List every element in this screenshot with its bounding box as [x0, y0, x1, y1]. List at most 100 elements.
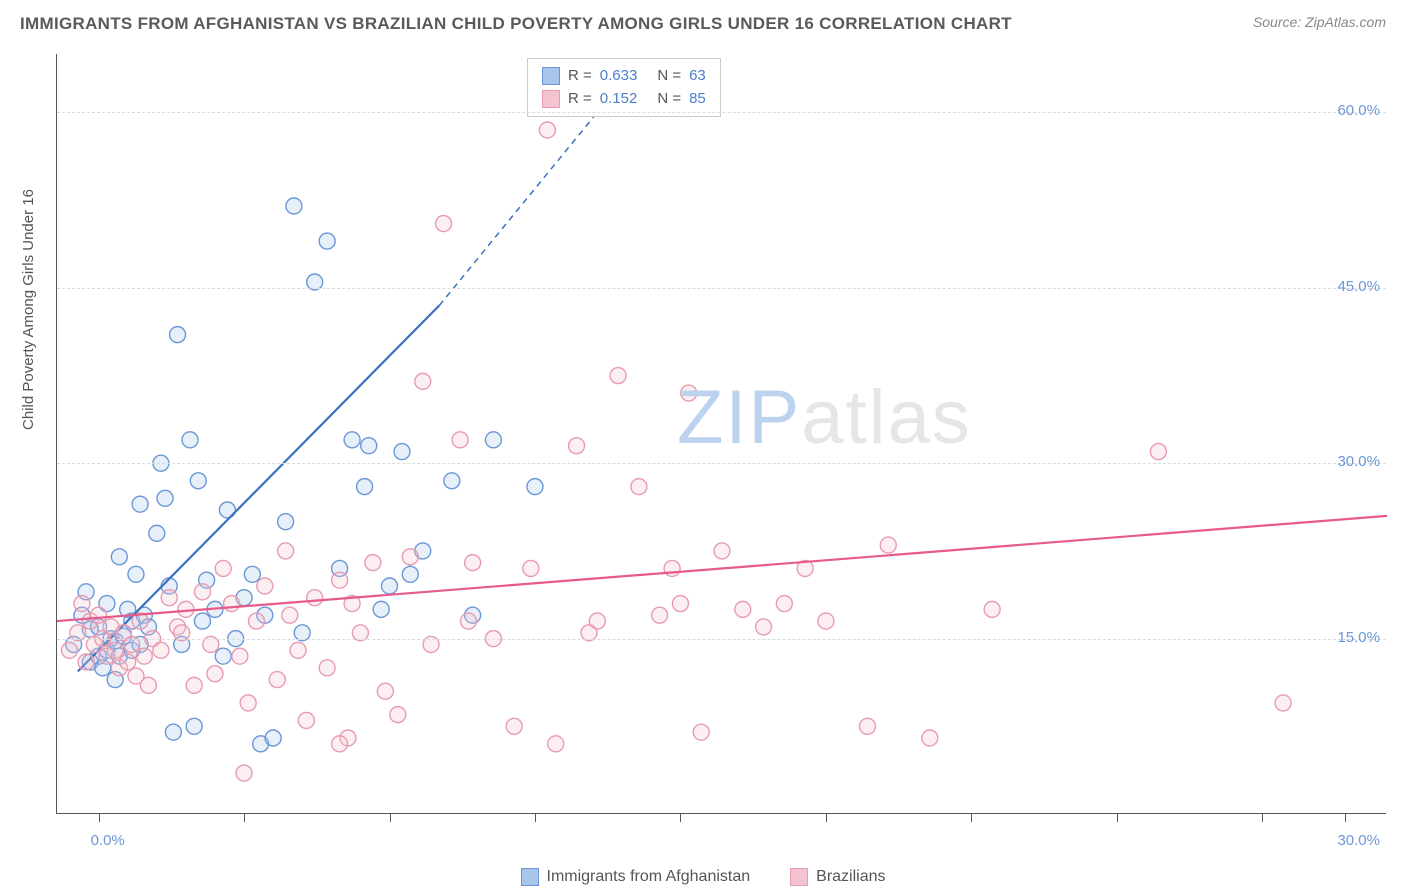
data-point: [394, 444, 410, 460]
gridline: [57, 463, 1386, 464]
data-point: [880, 537, 896, 553]
x-tick-mark: [826, 814, 827, 822]
data-point: [332, 572, 348, 588]
gridline: [57, 112, 1386, 113]
swatch-brazil: [542, 90, 560, 108]
data-point: [672, 596, 688, 612]
data-point: [186, 718, 202, 734]
data-point: [465, 555, 481, 571]
data-point: [240, 695, 256, 711]
data-point: [523, 560, 539, 576]
x-tick-mark: [1345, 814, 1346, 822]
data-point: [269, 672, 285, 688]
data-point: [161, 590, 177, 606]
data-point: [278, 514, 294, 530]
data-point: [128, 566, 144, 582]
data-point: [377, 683, 393, 699]
data-point: [664, 560, 680, 576]
data-point: [120, 654, 136, 670]
r-label-1: R =: [568, 65, 592, 88]
plot-area: ZIPatlas R = 0.633 N = 63 R = 0.152 N = …: [56, 54, 1386, 814]
data-point: [452, 432, 468, 448]
data-point: [61, 642, 77, 658]
data-point: [548, 736, 564, 752]
trend-line-extrapolated: [439, 112, 597, 305]
data-point: [215, 560, 231, 576]
x-tick-mark: [680, 814, 681, 822]
data-point: [236, 765, 252, 781]
data-point: [149, 525, 165, 541]
legend-label-brazil: Brazilians: [816, 868, 885, 886]
data-point: [319, 660, 335, 676]
y-axis-label: Child Poverty Among Girls Under 16: [20, 189, 37, 430]
data-point: [506, 718, 522, 734]
data-point: [390, 707, 406, 723]
x-tick-mark: [390, 814, 391, 822]
data-point: [365, 555, 381, 571]
swatch-afghan: [542, 67, 560, 85]
data-point: [527, 479, 543, 495]
data-point: [190, 473, 206, 489]
data-point: [714, 543, 730, 559]
data-point: [194, 613, 210, 629]
data-point: [282, 607, 298, 623]
bottom-legend: Immigrants from Afghanistan Brazilians: [0, 868, 1406, 886]
data-point: [444, 473, 460, 489]
x-tick-mark: [1117, 814, 1118, 822]
swatch-afghan-bottom: [521, 868, 539, 886]
y-tick-label: 45.0%: [1337, 278, 1380, 295]
data-point: [78, 654, 94, 670]
data-point: [569, 438, 585, 454]
data-point: [922, 730, 938, 746]
x-tick-mark: [244, 814, 245, 822]
data-point: [610, 368, 626, 384]
data-point: [136, 648, 152, 664]
y-tick-label: 30.0%: [1337, 453, 1380, 470]
data-point: [132, 496, 148, 512]
legend-label-afghan: Immigrants from Afghanistan: [547, 868, 751, 886]
data-point: [681, 385, 697, 401]
data-point: [170, 327, 186, 343]
source-prefix: Source:: [1253, 14, 1305, 30]
data-point: [257, 578, 273, 594]
chart-container: ZIPatlas R = 0.633 N = 63 R = 0.152 N = …: [56, 54, 1386, 814]
header: IMMIGRANTS FROM AFGHANISTAN VS BRAZILIAN…: [0, 0, 1406, 44]
data-point: [307, 590, 323, 606]
data-point: [373, 601, 389, 617]
legend-row-brazil: R = 0.152 N = 85: [542, 88, 706, 111]
data-point: [818, 613, 834, 629]
data-point: [735, 601, 751, 617]
swatch-brazil-bottom: [790, 868, 808, 886]
data-point: [224, 596, 240, 612]
data-point: [756, 619, 772, 635]
data-point: [290, 642, 306, 658]
data-point: [984, 601, 1000, 617]
correlation-legend: R = 0.633 N = 63 R = 0.152 N = 85: [527, 58, 721, 117]
x-tick-label: 0.0%: [91, 832, 125, 849]
data-point: [140, 677, 156, 693]
data-point: [693, 724, 709, 740]
data-point: [249, 613, 265, 629]
data-point: [265, 730, 281, 746]
gridline: [57, 288, 1386, 289]
n-value-1: 63: [689, 65, 706, 88]
data-point: [207, 666, 223, 682]
n-value-2: 85: [689, 88, 706, 111]
n-label-1: N =: [657, 65, 681, 88]
data-point: [232, 648, 248, 664]
legend-item-afghan: Immigrants from Afghanistan: [521, 868, 751, 886]
x-tick-mark: [1262, 814, 1263, 822]
data-point: [182, 432, 198, 448]
data-point: [186, 677, 202, 693]
source-attribution: Source: ZipAtlas.com: [1253, 14, 1386, 30]
data-point: [631, 479, 647, 495]
y-tick-label: 15.0%: [1337, 629, 1380, 646]
chart-title: IMMIGRANTS FROM AFGHANISTAN VS BRAZILIAN…: [20, 14, 1012, 34]
x-tick-mark: [535, 814, 536, 822]
gridline: [57, 639, 1386, 640]
data-point: [1275, 695, 1291, 711]
data-point: [244, 566, 260, 582]
data-point: [332, 736, 348, 752]
data-point: [652, 607, 668, 623]
data-point: [165, 724, 181, 740]
